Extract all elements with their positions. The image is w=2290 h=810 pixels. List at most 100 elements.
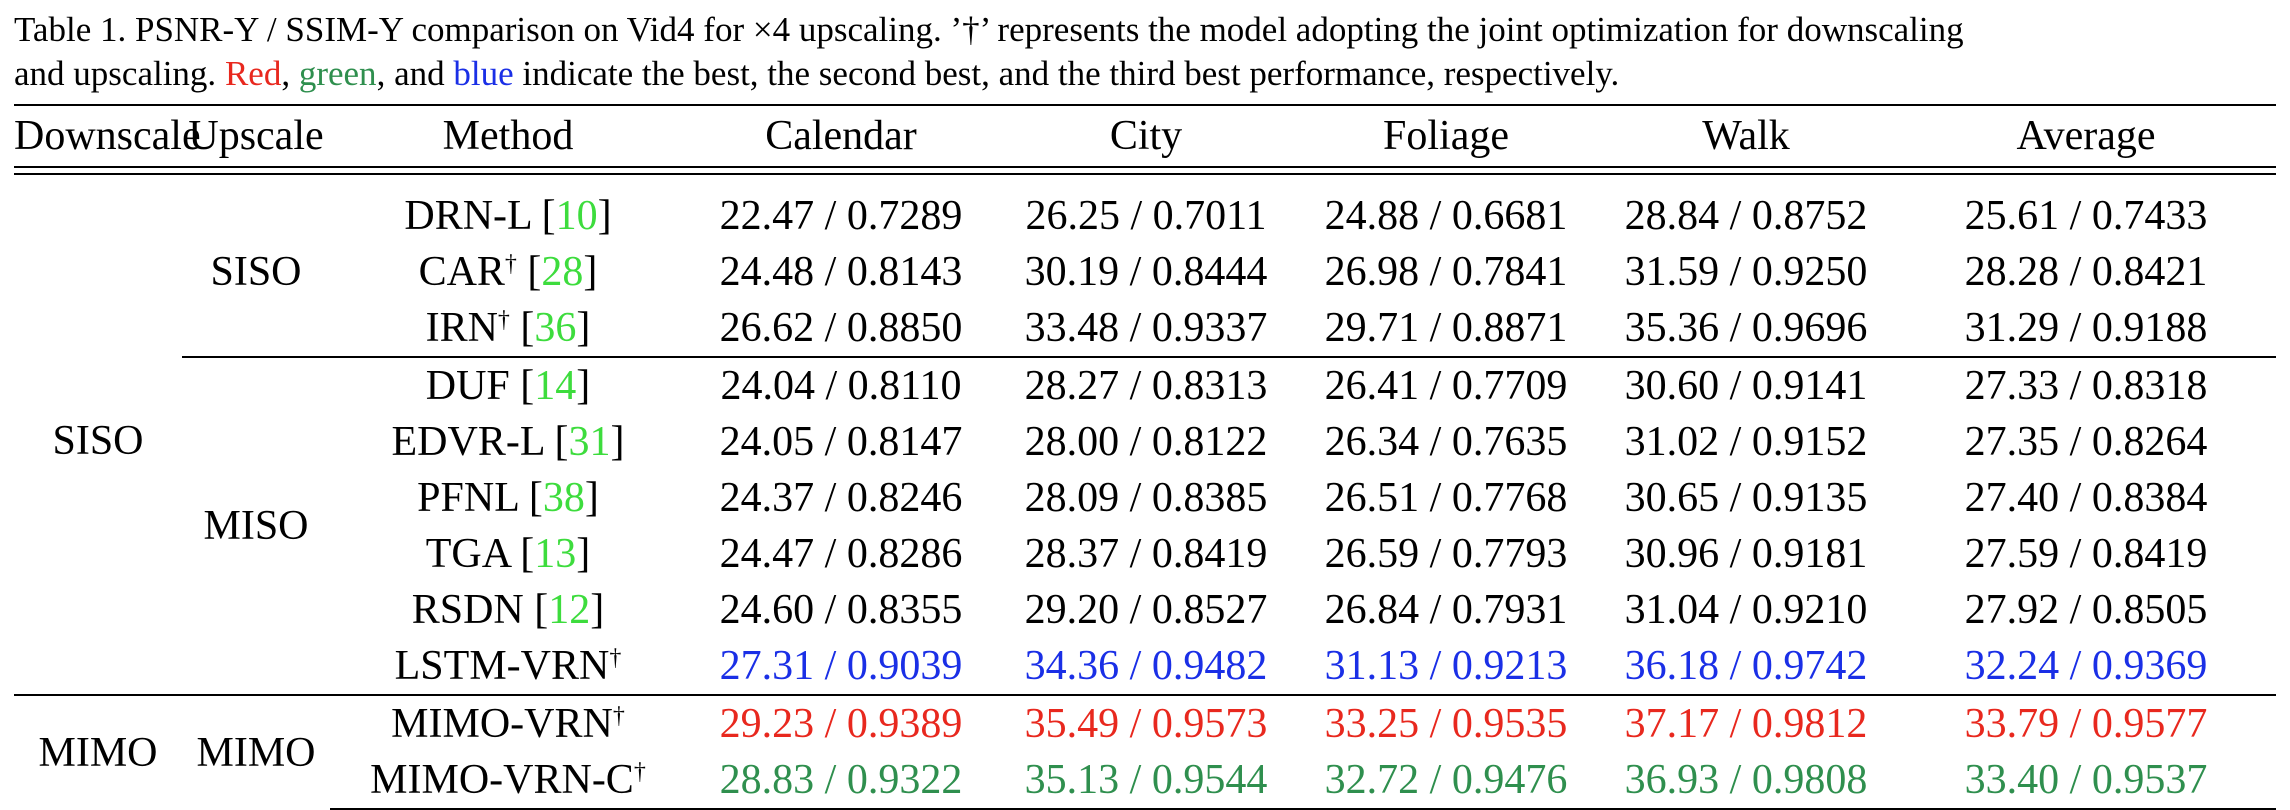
value-cell-calendar: 29.23 / 0.9389 <box>686 694 996 752</box>
method-name: DUF <box>425 363 510 409</box>
header-downscale: Downscale <box>14 104 201 167</box>
upscale-group-miso: MISO <box>182 356 330 695</box>
value-cell-foliage: 26.59 / 0.7793 <box>1324 531 1568 577</box>
value-cell-foliage: 31.13 / 0.9213 <box>1324 643 1568 689</box>
upscale-group-siso: SISO <box>182 166 330 357</box>
value-cell-walk: 36.93 / 0.9808 <box>1596 752 1896 810</box>
value-cell-average: 33.79 / 0.9577 <box>1896 694 2276 752</box>
citation-link[interactable]: 14 <box>534 363 577 409</box>
value-cell-calendar: 22.47 / 0.7289 <box>686 166 996 244</box>
table-row: MIMO MIMO MIMO-VRN† 29.23 / 0.9389 35.49 / 0… <box>14 694 2276 809</box>
header-calendar: Calendar <box>686 104 996 167</box>
value-cell-city: 34.36 / 0.9482 <box>1024 643 1268 689</box>
value-cell-average: 27.59 / 0.8419 <box>1964 531 2208 577</box>
header-row: Downscale Upscale Method Calendar City F… <box>14 104 2276 167</box>
method-name: RSDN <box>411 587 524 633</box>
dagger-mark: † <box>612 703 625 729</box>
value-cell-city: 35.13 / 0.9544 <box>996 752 1296 810</box>
caption-red-word: Red <box>224 54 282 93</box>
results-table: Downscale Upscale Method Calendar City F… <box>14 104 2276 810</box>
citation-link[interactable]: 36 <box>534 305 577 351</box>
value-cell-walk: 30.65 / 0.9135 <box>1624 475 1868 521</box>
header-average: Average <box>1896 104 2276 167</box>
citation-link[interactable]: 10 <box>555 193 598 239</box>
method-cell: TGA [13] <box>425 531 591 577</box>
value-cell-foliage: 26.34 / 0.7635 <box>1324 419 1568 465</box>
value-cell-foliage: 26.51 / 0.7768 <box>1324 475 1568 521</box>
method-name: MIMO-VRN-C <box>370 757 634 803</box>
citation-link[interactable]: 31 <box>568 419 611 465</box>
value-cell-foliage: 24.88 / 0.6681 <box>1296 166 1596 244</box>
caption-text: indicate the best, the second best, and … <box>513 54 1620 93</box>
header-city: City <box>996 104 1296 167</box>
value-cell-city: 28.27 / 0.8313 <box>996 356 1296 414</box>
table-row: PFNL [38] 24.37 / 0.8246 28.09 / 0.8385 26.… <box>14 470 2276 526</box>
caption-text: , and <box>376 54 454 93</box>
method-cell: IRN† [36] <box>425 305 591 351</box>
value-cell-city: 28.37 / 0.8419 <box>1024 531 1268 577</box>
value-cell-walk: 31.04 / 0.9210 <box>1624 587 1868 633</box>
caption-line-2: and upscaling. Red, green, and blue indi… <box>14 52 2276 96</box>
value-cell-average: 28.28 / 0.8421 <box>1964 249 2208 295</box>
value-cell-average: 32.24 / 0.9369 <box>1964 643 2208 689</box>
value-cell-city: 26.25 / 0.7011 <box>996 166 1296 244</box>
value-cell-average: 31.29 / 0.9188 <box>1964 305 2208 351</box>
method-cell: EDVR-L [31] <box>391 419 625 465</box>
value-cell-foliage: 33.25 / 0.9535 <box>1296 694 1596 752</box>
caption-text: , <box>281 54 299 93</box>
citation-link[interactable]: 38 <box>542 475 585 521</box>
caption-green-word: green <box>298 54 377 93</box>
value-cell-calendar: 28.83 / 0.9322 <box>686 752 996 810</box>
dagger-mark: † <box>633 759 646 785</box>
caption-blue-word: blue <box>453 54 514 93</box>
table-row: EDVR-L [31] 24.05 / 0.8147 28.00 / 0.8122 2… <box>14 414 2276 470</box>
value-cell-city: 28.09 / 0.8385 <box>1024 475 1268 521</box>
table-row: RSDN [12] 24.60 / 0.8355 29.20 / 0.8527 26.… <box>14 582 2276 638</box>
value-cell-average: 25.61 / 0.7433 <box>1896 166 2276 244</box>
table-row: MISO DUF [14] 24.04 / 0.8110 28.27 / 0.8313… <box>14 356 2276 695</box>
value-cell-average: 33.40 / 0.9537 <box>1896 752 2276 810</box>
method-cell: CAR† [28] <box>418 249 598 295</box>
value-cell-walk: 30.96 / 0.9181 <box>1624 531 1868 577</box>
method-name: LSTM-VRN <box>394 643 610 689</box>
value-cell-city: 35.49 / 0.9573 <box>996 694 1296 752</box>
table-row: LSTM-VRN† 27.31 / 0.9039 34.36 / 0.9482 31.… <box>14 638 2276 695</box>
value-cell-calendar: 27.31 / 0.9039 <box>719 643 963 689</box>
method-name: IRN <box>425 305 498 351</box>
value-cell-calendar: 26.62 / 0.8850 <box>719 305 963 351</box>
value-cell-city: 33.48 / 0.9337 <box>1024 305 1268 351</box>
value-cell-walk: 28.84 / 0.8752 <box>1596 166 1896 244</box>
value-cell-calendar: 24.05 / 0.8147 <box>719 419 963 465</box>
citation-link[interactable]: 28 <box>541 249 584 295</box>
dagger-mark: † <box>504 251 517 277</box>
value-cell-foliage: 29.71 / 0.8871 <box>1324 305 1568 351</box>
value-cell-walk: 31.59 / 0.9250 <box>1624 249 1868 295</box>
value-cell-calendar: 24.04 / 0.8110 <box>686 356 996 414</box>
dagger-mark: † <box>497 307 510 333</box>
value-cell-foliage: 26.98 / 0.7841 <box>1324 249 1568 295</box>
value-cell-city: 29.20 / 0.8527 <box>1024 587 1268 633</box>
table-row: IRN† [36] 26.62 / 0.8850 33.48 / 0.9337 29.… <box>14 300 2276 357</box>
dagger-mark: † <box>609 645 622 671</box>
table-row: CAR† [28] 24.48 / 0.8143 30.19 / 0.8444 26.… <box>14 244 2276 300</box>
value-cell-calendar: 24.48 / 0.8143 <box>719 249 963 295</box>
citation-link[interactable]: 13 <box>534 531 577 577</box>
table-body: SISO SISO DRN-L [10] 22.47 / 0.7289 26.25 / … <box>14 166 2276 810</box>
citation-link[interactable]: 12 <box>548 587 591 633</box>
value-cell-city: 30.19 / 0.8444 <box>1024 249 1268 295</box>
method-cell: DRN-L [10] <box>330 166 686 244</box>
method-name: DRN-L <box>404 193 532 239</box>
value-cell-calendar: 24.60 / 0.8355 <box>719 587 963 633</box>
value-cell-foliage: 32.72 / 0.9476 <box>1296 752 1596 810</box>
value-cell-calendar: 24.37 / 0.8246 <box>719 475 963 521</box>
value-cell-walk: 31.02 / 0.9152 <box>1624 419 1868 465</box>
header-method: Method <box>330 104 686 167</box>
downscale-group-siso: SISO <box>14 166 182 695</box>
method-name: PFNL <box>417 475 519 521</box>
method-cell: MIMO-VRN† <box>330 694 686 752</box>
value-cell-average: 27.35 / 0.8264 <box>1964 419 2208 465</box>
header-upscale: Upscale <box>182 104 330 167</box>
method-cell: DUF [14] <box>330 356 686 414</box>
table-row: SISO SISO DRN-L [10] 22.47 / 0.7289 26.25 / … <box>14 166 2276 695</box>
